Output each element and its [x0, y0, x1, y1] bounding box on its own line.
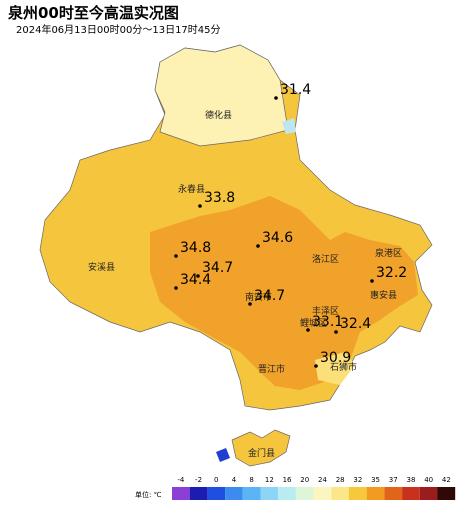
legend-swatch	[278, 487, 296, 500]
station-value: 34.6	[262, 230, 293, 246]
legend-label: 20	[300, 476, 309, 484]
station-dot	[174, 254, 178, 258]
legend-label: 8	[249, 476, 253, 484]
legend-swatch	[313, 487, 332, 500]
place-label: 南安市	[245, 291, 272, 303]
station-dot	[174, 286, 178, 290]
station-dot	[370, 279, 374, 283]
legend-swatch	[225, 487, 243, 500]
legend-unit: 单位: ℃	[135, 490, 162, 499]
legend-label: 24	[318, 476, 327, 484]
legend-label: 16	[283, 476, 292, 484]
station-value: 31.4	[280, 82, 311, 98]
place-label: 洛江区	[312, 253, 339, 265]
station-dot	[314, 364, 318, 368]
station-value: 30.9	[320, 350, 351, 366]
legend-label: -4	[177, 476, 185, 484]
legend-label: 32	[353, 476, 362, 484]
legend-swatch	[349, 487, 367, 500]
station-dot	[248, 302, 252, 306]
station-value: 34.7	[202, 260, 233, 276]
place-label: 晋江市	[258, 363, 285, 375]
station-dot	[274, 96, 278, 100]
legend-label: 12	[265, 476, 274, 484]
place-label: 德化县	[205, 109, 232, 121]
place-label: 鲤城区	[300, 317, 327, 329]
legend-swatch	[419, 487, 438, 500]
legend-swatch	[172, 487, 190, 500]
island-kinmen	[231, 429, 291, 467]
station-value: 34.7	[254, 288, 285, 304]
place-label: 安溪县	[88, 261, 115, 273]
station-value: 33.1	[312, 314, 343, 330]
region-coast	[315, 352, 355, 385]
station-value: 32.4	[340, 316, 371, 332]
legend-label: 42	[442, 476, 451, 484]
place-label: 石狮市	[330, 361, 357, 373]
subtitle: 2024年06月13日00时00分～13日17时45分	[16, 23, 221, 36]
legend-swatch	[331, 487, 349, 500]
legend-label: 40	[424, 476, 433, 484]
legend-label: 28	[336, 476, 345, 484]
lake	[282, 118, 296, 134]
map	[39, 44, 433, 467]
place-label: 丰泽区	[312, 305, 339, 317]
legend-label: 37	[389, 476, 398, 484]
station-dot	[198, 204, 202, 208]
place-label: 惠安县	[370, 289, 397, 301]
legend-swatch	[260, 487, 279, 500]
legend-swatch	[366, 487, 385, 500]
legend-swatch	[242, 487, 261, 500]
title: 泉州00时至今高温实况图	[7, 4, 179, 22]
station-dot	[256, 244, 260, 248]
legend-swatch	[189, 487, 208, 500]
station-dot	[334, 330, 338, 334]
region-north	[154, 44, 289, 147]
station-dot	[196, 274, 200, 278]
legend-label: 4	[232, 476, 237, 484]
legend-swatch	[437, 487, 456, 500]
legend-swatch	[402, 487, 420, 500]
cold-spot	[216, 448, 230, 462]
station-value: 34.8	[180, 240, 211, 256]
station-value: 32.2	[376, 265, 407, 281]
legend-swatch	[207, 487, 226, 500]
legend-label: 35	[371, 476, 380, 484]
place-label: 泉港区	[375, 247, 402, 259]
region-hot	[150, 196, 418, 390]
legend-swatch	[384, 487, 403, 500]
legend-label: -2	[195, 476, 202, 484]
place-label: 金门县	[248, 447, 275, 459]
legend-label: 0	[214, 476, 218, 484]
place-label: 永春县	[178, 183, 205, 195]
legend-label: 38	[406, 476, 415, 484]
station-dot	[306, 328, 310, 332]
legend-swatch	[295, 487, 314, 500]
station-value: 33.8	[204, 190, 235, 206]
station-value: 34.4	[180, 272, 211, 288]
